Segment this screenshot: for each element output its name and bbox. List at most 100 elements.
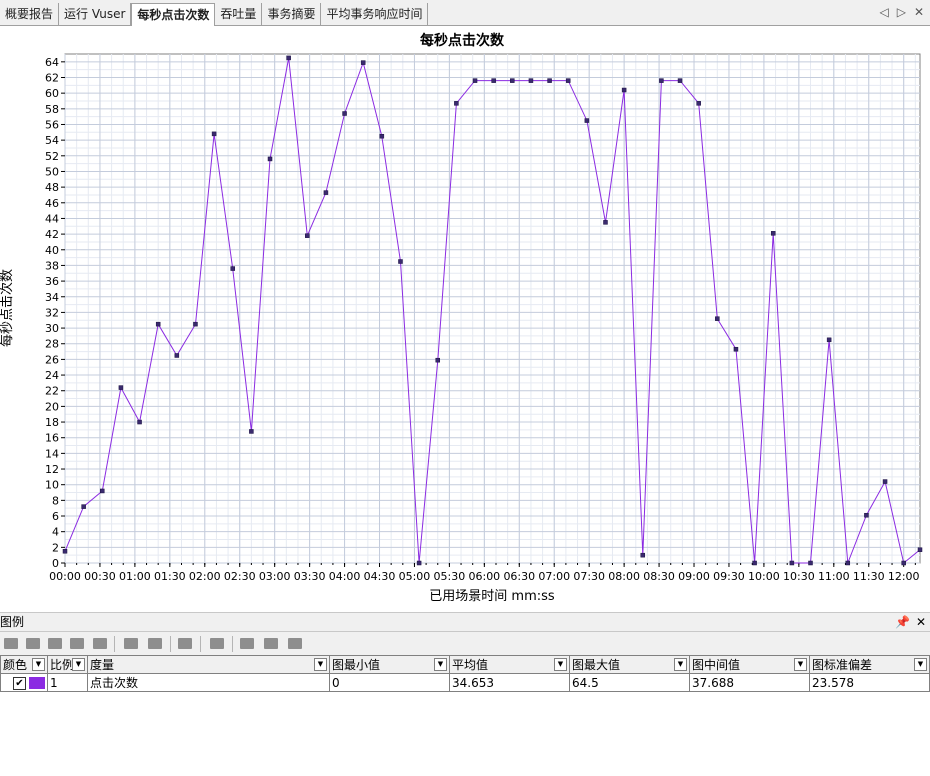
columns-icon[interactable] [210, 638, 224, 649]
series-color-swatch [29, 676, 45, 689]
x-axis-label: 已用场景时间 mm:ss [429, 589, 555, 604]
tab-0[interactable]: 概要报告 [0, 3, 60, 25]
pin-icon[interactable]: 📌 [895, 615, 910, 629]
legend-properties-icon[interactable] [288, 638, 302, 649]
y-tick-label: 14 [45, 447, 59, 460]
tab-prev-icon[interactable]: ◁ [879, 5, 889, 19]
legend-color-cell[interactable]: ✔ [0, 673, 48, 692]
column-header-median[interactable]: 图中间值 ▼ [689, 655, 810, 674]
data-point [882, 479, 888, 484]
data-point [454, 101, 459, 106]
x-tick-label: 04:00 [329, 570, 361, 583]
data-point [677, 78, 683, 83]
data-point [528, 78, 534, 83]
x-tick-label: 00:30 [84, 570, 116, 583]
y-tick-label: 46 [45, 197, 59, 210]
legend-scale: 1 [47, 673, 88, 692]
y-tick-label: 60 [45, 87, 59, 100]
column-header-min[interactable]: 图最小值 ▼ [329, 655, 450, 674]
chart-title: 每秒点击次数 [420, 32, 505, 49]
x-tick-label: 09:30 [713, 570, 745, 583]
legend-min: 0 [329, 673, 450, 692]
tab-3[interactable]: 吞吐量 [215, 3, 263, 25]
y-tick-label: 64 [45, 56, 59, 69]
y-tick-label: 42 [45, 228, 59, 241]
tab-close-icon[interactable]: ✕ [913, 5, 924, 19]
column-header-max[interactable]: 图最大值 ▼ [569, 655, 690, 674]
legend-title: 图例 [0, 615, 25, 629]
data-point [640, 552, 646, 558]
legend-max: 64.5 [569, 673, 690, 692]
y-tick-label: 18 [45, 416, 59, 429]
y-tick-label: 34 [45, 291, 59, 304]
legend-table: 颜色 ▼ 比例 ▼ 度量 ▼ 图最小值 ▼ 平均值 ▼ 图最大值 ▼ 图中间值 ▼ 图标准偏差… [0, 655, 930, 692]
hide-selected-icon[interactable] [70, 638, 84, 649]
data-point [100, 488, 105, 494]
data-point [435, 357, 441, 363]
x-tick-label: 11:30 [853, 570, 885, 583]
data-points [62, 55, 923, 566]
tab-4[interactable]: 事务摘要 [262, 3, 322, 25]
data-point [416, 560, 422, 566]
column-header-scale[interactable]: 比例 ▼ [47, 655, 88, 674]
x-tick-label: 01:00 [119, 570, 151, 583]
x-tick-label: 02:30 [224, 570, 256, 583]
tab-next-icon[interactable]: ▷ [896, 5, 906, 19]
tab-1[interactable]: 运行 Vuser [59, 3, 132, 25]
data-point [118, 385, 124, 390]
tab-2[interactable]: 每秒点击次数 [131, 3, 216, 26]
y-tick-label: 62 [45, 71, 59, 84]
configure-measurement-icon[interactable] [124, 638, 138, 649]
data-point [249, 429, 254, 434]
data-point [360, 60, 366, 65]
export-icon[interactable] [178, 638, 192, 649]
y-tick-label: 44 [45, 212, 59, 225]
auto-correlate-icon[interactable] [148, 638, 162, 649]
legend-avg: 34.653 [449, 673, 570, 692]
column-header-stddev[interactable]: 图标准偏差 ▼ [809, 655, 930, 674]
x-tick-label: 05:00 [399, 570, 431, 583]
move-up-icon[interactable] [240, 638, 254, 649]
data-point [901, 560, 906, 566]
x-tick-label: 03:00 [259, 570, 291, 583]
hide-all-icon[interactable] [26, 638, 40, 649]
y-tick-label: 16 [45, 432, 59, 445]
tab-5[interactable]: 平均事务响应时间 [321, 3, 429, 25]
x-tick-label: 10:00 [748, 570, 780, 583]
data-point [917, 547, 923, 552]
legend-header: 图例 📌 ✕ [0, 612, 930, 632]
y-tick-label: 8 [52, 494, 59, 507]
filter-icon[interactable] [93, 638, 107, 649]
column-header-color[interactable]: 颜色 ▼ [0, 655, 48, 674]
tab-bar: 概要报告 运行 Vuser 每秒点击次数 吞吐量 事务摘要 平均事务响应时间 ◁ ▷ ✕ [0, 0, 930, 26]
data-point [621, 87, 627, 93]
data-point [826, 337, 832, 343]
y-tick-label: 20 [45, 400, 59, 413]
y-tick-label: 30 [45, 322, 59, 335]
column-header-measurement[interactable]: 度量 ▼ [87, 655, 330, 674]
show-all-icon[interactable] [4, 638, 18, 649]
legend-row[interactable]: ✔ 1 点击次数 0 34.653 64.5 37.688 23.578 [0, 673, 930, 692]
x-tick-label: 05:30 [434, 570, 466, 583]
y-tick-label: 28 [45, 338, 59, 351]
y-tick-label: 6 [52, 510, 59, 523]
tab-navigation: ◁ ▷ ✕ [879, 5, 924, 19]
show-selected-icon[interactable] [48, 638, 62, 649]
column-header-avg[interactable]: 平均值 ▼ [449, 655, 570, 674]
data-point [696, 101, 701, 106]
data-point [472, 78, 478, 83]
x-tick-label: 04:30 [364, 570, 396, 583]
legend-stddev: 23.578 [809, 673, 930, 692]
y-tick-label: 40 [45, 244, 59, 257]
legend-median: 37.688 [689, 673, 810, 692]
legend-close-icon[interactable]: ✕ [915, 615, 926, 629]
series-visible-checkbox[interactable]: ✔ [13, 677, 26, 690]
x-tick-label: 07:30 [573, 570, 605, 583]
data-point [230, 266, 235, 271]
data-point [808, 560, 813, 566]
move-down-icon[interactable] [264, 638, 278, 649]
data-point [62, 549, 68, 554]
data-point [323, 190, 329, 195]
x-tick-label: 06:30 [503, 570, 535, 583]
data-point [789, 560, 795, 566]
